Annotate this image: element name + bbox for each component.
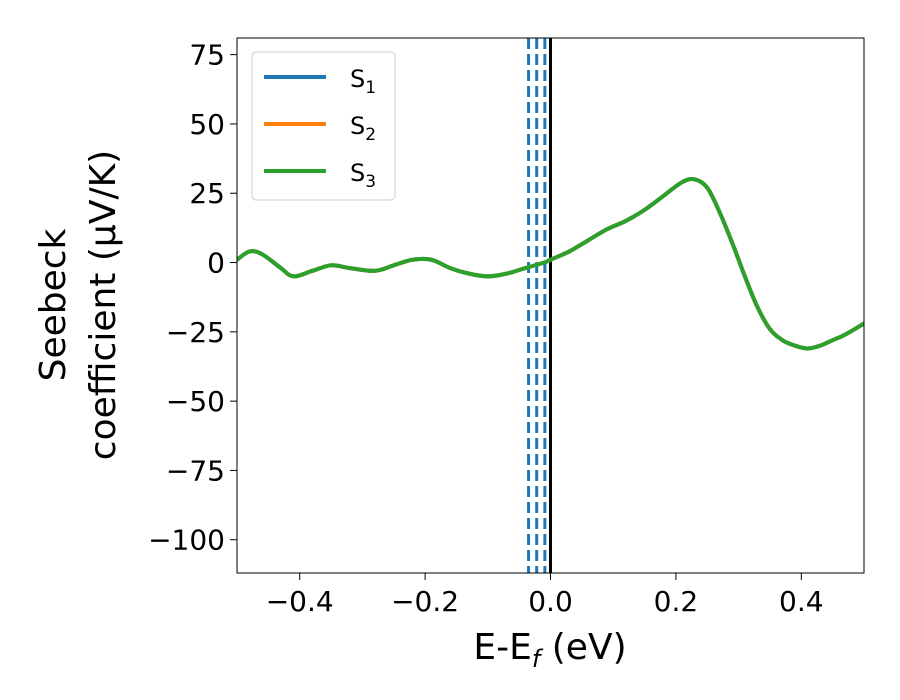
y-tick-label: −50 bbox=[166, 385, 225, 418]
y-axis-label: Seebeck coefficient (μV/K) bbox=[33, 150, 124, 460]
fermi-marker-lines bbox=[527, 38, 552, 573]
x-tick-label: 0.0 bbox=[528, 585, 573, 618]
y-axis-label-line1: Seebeck bbox=[33, 228, 74, 381]
y-tick-label: −75 bbox=[166, 454, 225, 487]
x-tick-label: 0.2 bbox=[654, 585, 699, 618]
legend-label-1: S1 bbox=[350, 65, 376, 98]
legend-label-3: S3 bbox=[350, 159, 376, 192]
y-tick-label: −100 bbox=[148, 524, 225, 557]
y-tick-label: 75 bbox=[189, 39, 225, 72]
x-tick-label: −0.2 bbox=[391, 585, 459, 618]
series-line-3 bbox=[237, 177, 864, 351]
y-tick-label: −25 bbox=[166, 316, 225, 349]
y-tick-label: 25 bbox=[189, 177, 225, 210]
series-layer bbox=[237, 177, 864, 351]
y-tick-label: 0 bbox=[207, 247, 225, 280]
x-tick-label: 0.4 bbox=[779, 585, 824, 618]
x-tick-label: −0.4 bbox=[266, 585, 334, 618]
legend: S1 S2 S3 bbox=[251, 51, 396, 201]
legend-label-2: S2 bbox=[350, 112, 376, 145]
x-axis: −0.4 −0.2 0.0 0.2 0.4 bbox=[266, 573, 824, 618]
y-axis-label-line2: coefficient (μV/K) bbox=[83, 150, 124, 460]
y-tick-label: 50 bbox=[189, 108, 225, 141]
y-axis: 75 50 25 0 −25 −50 −75 −100 bbox=[148, 39, 237, 557]
x-axis-label: E-Ef (eV) bbox=[473, 627, 626, 673]
